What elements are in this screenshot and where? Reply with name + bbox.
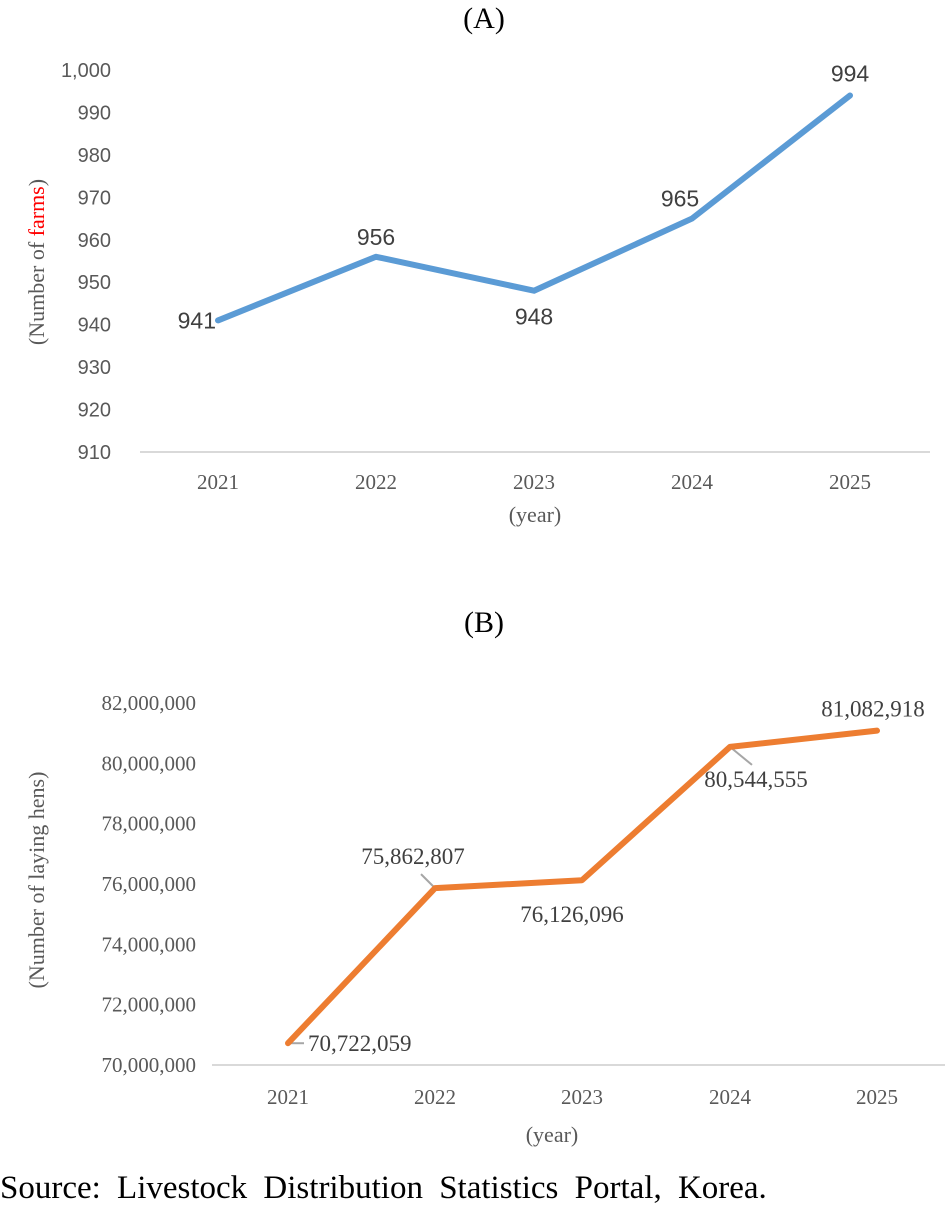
chart-b-leader-line: [729, 746, 753, 766]
chart-a: (A) 910 920 930 940 950 960 970 980 990 1,000 (Nu…: [24, 2, 930, 527]
chart-a-title: (A): [463, 2, 505, 35]
chart-b-y-tick-label: 78,000,000: [102, 812, 197, 836]
chart-b-data-label: 70,722,059: [308, 1031, 412, 1056]
chart-a-x-tick-label: 2022: [355, 470, 397, 494]
chart-b-data-label: 80,544,555: [704, 767, 808, 792]
chart-b-y-tick-label: 80,000,000: [102, 751, 197, 775]
chart-a-x-ticks: 2021 2022 2023 2024 2025: [197, 470, 871, 494]
chart-b-data-label: 81,082,918: [821, 697, 925, 722]
chart-b-y-tick-label: 72,000,000: [102, 993, 197, 1017]
chart-a-y-tick-label: 980: [78, 145, 111, 167]
chart-a-y-label-highlight: farms: [24, 186, 49, 236]
chart-b: (B) 70,000,000 72,000,000 74,000,000 76,000…: [24, 606, 945, 1147]
chart-a-y-tick-label: 930: [78, 357, 111, 379]
chart-a-x-axis-label: (year): [509, 502, 562, 527]
chart-a-data-label: 956: [357, 224, 395, 250]
chart-b-data-labels: 70,722,059 75,862,807 76,126,096 80,544,555…: [287, 697, 925, 1056]
chart-a-y-axis-label: (Number of farms): [24, 179, 49, 345]
chart-a-y-tick-label: 910: [78, 442, 111, 464]
chart-a-data-labels: 941 956 948 965 994: [178, 60, 870, 333]
chart-b-y-axis-label: (Number of laying hens): [24, 772, 49, 989]
chart-a-data-label: 948: [515, 304, 553, 330]
chart-a-y-tick-label: 940: [78, 315, 111, 337]
chart-b-y-tick-label: 82,000,000: [102, 691, 197, 715]
chart-a-y-label-part3: ): [24, 179, 49, 186]
chart-b-y-ticks: 70,000,000 72,000,000 74,000,000 76,000,000…: [102, 691, 197, 1077]
chart-b-leader-line: [420, 873, 436, 889]
chart-b-y-tick-label: 74,000,000: [102, 932, 197, 956]
chart-b-y-tick-label: 70,000,000: [102, 1053, 197, 1077]
chart-b-y-tick-label: 76,000,000: [102, 872, 197, 896]
chart-b-x-tick-label: 2024: [709, 1085, 752, 1109]
chart-b-x-tick-label: 2023: [561, 1085, 603, 1109]
chart-a-y-label-part1: (Number of: [24, 236, 49, 345]
chart-a-y-tick-label: 960: [78, 230, 111, 252]
chart-a-data-label: 941: [178, 307, 216, 333]
chart-b-data-label: 75,862,807: [361, 844, 465, 869]
chart-a-y-tick-label: 970: [78, 187, 111, 209]
chart-a-series-line: [215, 92, 853, 324]
chart-b-data-label: 76,126,096: [520, 902, 624, 927]
chart-b-x-tick-label: 2025: [856, 1085, 898, 1109]
chart-a-y-ticks: 910 920 930 940 950 960 970 980 990 1,000: [61, 60, 111, 464]
chart-a-data-label: 994: [831, 60, 870, 86]
chart-a-y-tick-label: 1,000: [61, 60, 111, 82]
chart-b-x-ticks: 2021 2022 2023 2024 2025: [267, 1085, 898, 1109]
chart-a-x-tick-label: 2021: [197, 470, 239, 494]
chart-a-y-tick-label: 990: [78, 102, 111, 124]
chart-b-x-tick-label: 2021: [267, 1085, 309, 1109]
chart-a-x-tick-label: 2025: [829, 470, 871, 494]
chart-b-title: (B): [464, 606, 504, 639]
chart-a-data-label: 965: [661, 186, 699, 212]
chart-b-x-tick-label: 2022: [414, 1085, 456, 1109]
chart-b-x-axis-label: (year): [526, 1122, 579, 1147]
source-note: Source: Livestock Distribution Statistic…: [0, 1170, 767, 1206]
chart-a-y-tick-label: 950: [78, 272, 111, 294]
chart-a-x-tick-label: 2023: [513, 470, 555, 494]
chart-a-x-tick-label: 2024: [671, 470, 714, 494]
chart-a-y-tick-label: 920: [78, 400, 111, 422]
